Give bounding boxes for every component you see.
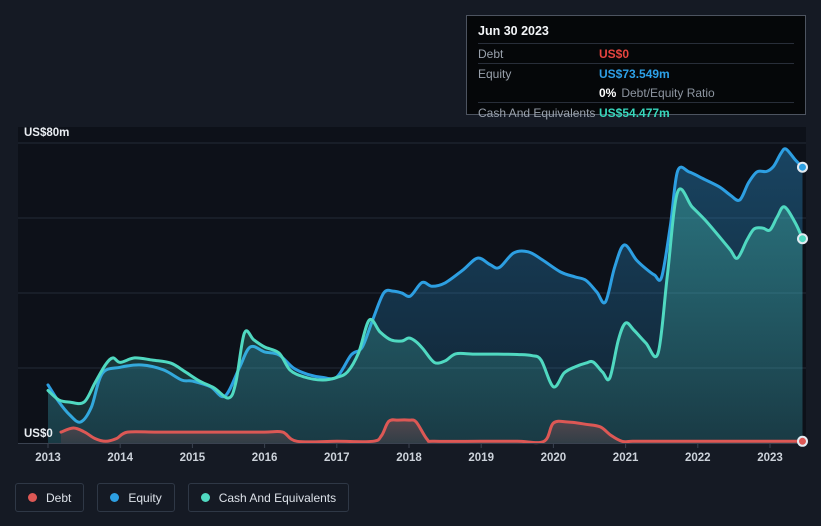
chart-legend: Debt Equity Cash And Equivalents bbox=[15, 483, 350, 512]
legend-item-debt[interactable]: Debt bbox=[15, 483, 85, 512]
chart-tooltip: Jun 30 2023 Debt US$0 Equity US$73.549m … bbox=[466, 15, 806, 120]
tooltip-ratio-text: 0% Debt/Equity Ratio bbox=[599, 86, 715, 100]
tooltip-cash-value: US$54.477m bbox=[599, 105, 670, 120]
legend-debt-label: Debt bbox=[46, 490, 72, 505]
legend-item-equity[interactable]: Equity bbox=[97, 483, 175, 512]
tooltip-date: Jun 30 2023 bbox=[478, 22, 794, 44]
tooltip-ratio-label: Debt/Equity Ratio bbox=[621, 85, 715, 100]
debt-series-dot bbox=[28, 493, 37, 502]
end-marker bbox=[796, 161, 808, 173]
svg-text:2022: 2022 bbox=[685, 452, 711, 464]
svg-text:2017: 2017 bbox=[324, 452, 350, 464]
tooltip-equity-row: Equity US$73.549m bbox=[478, 64, 794, 83]
end-marker bbox=[796, 435, 808, 447]
svg-text:2020: 2020 bbox=[541, 452, 567, 464]
svg-text:2023: 2023 bbox=[757, 452, 783, 464]
svg-text:2013: 2013 bbox=[35, 452, 61, 464]
legend-equity-label: Equity bbox=[128, 490, 162, 505]
legend-cash-label: Cash And Equivalents bbox=[218, 490, 337, 505]
tooltip-cash-row: Cash And Equivalents US$54.477m bbox=[478, 103, 794, 122]
svg-text:2015: 2015 bbox=[180, 452, 206, 464]
tooltip-debt-row: Debt US$0 bbox=[478, 44, 794, 64]
chart-canvas[interactable]: 2013 2014 2015 2016 2017 2018 2019 2020 2021 2022… bbox=[0, 0, 821, 475]
tooltip-cash-label: Cash And Equivalents bbox=[478, 105, 596, 120]
svg-text:2019: 2019 bbox=[468, 452, 494, 464]
svg-text:2014: 2014 bbox=[107, 452, 133, 464]
tooltip-debt-value: US$0 bbox=[599, 46, 630, 61]
tooltip-debt-label: Debt bbox=[478, 46, 504, 61]
tooltip-equity-value: US$73.549m bbox=[599, 66, 670, 81]
svg-text:2016: 2016 bbox=[252, 452, 278, 464]
tooltip-ratio-value: 0% bbox=[599, 85, 617, 100]
svg-text:2021: 2021 bbox=[613, 452, 639, 464]
svg-text:2018: 2018 bbox=[396, 452, 422, 464]
svg-text:US$0: US$0 bbox=[24, 428, 53, 440]
svg-text:US$80m: US$80m bbox=[24, 127, 69, 139]
cash-series-dot bbox=[200, 493, 210, 502]
tooltip-ratio-row: 0% Debt/Equity Ratio bbox=[478, 83, 794, 103]
end-marker bbox=[796, 233, 808, 245]
legend-item-cash[interactable]: Cash And Equivalents bbox=[187, 483, 350, 512]
tooltip-equity-label: Equity bbox=[478, 66, 512, 81]
equity-series-dot bbox=[110, 493, 120, 502]
